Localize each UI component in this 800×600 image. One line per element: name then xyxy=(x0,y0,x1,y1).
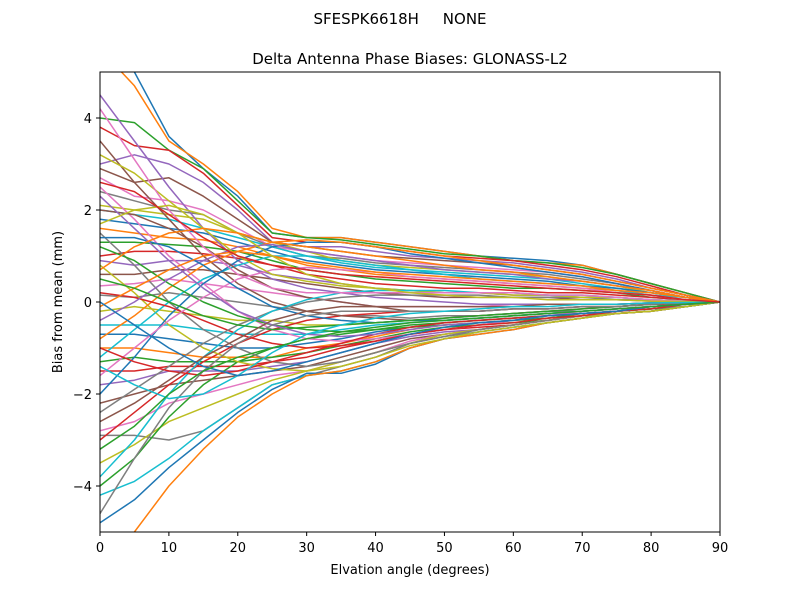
x-tick-label: 60 xyxy=(505,541,522,556)
x-tick-label: 90 xyxy=(712,541,729,556)
series-line-11 xyxy=(100,218,720,303)
x-tick-label: 70 xyxy=(574,541,591,556)
y-tick-label: 0 xyxy=(84,296,92,311)
y-tick-label: 4 xyxy=(84,112,92,127)
series-line-52 xyxy=(100,250,720,308)
x-tick-label: 20 xyxy=(230,541,247,556)
series-line-63 xyxy=(100,301,720,450)
y-tick-label: −4 xyxy=(73,480,92,495)
y-tick-label: 2 xyxy=(84,204,92,219)
series-line-41 xyxy=(100,241,720,395)
y-tick-label: −2 xyxy=(73,388,92,403)
x-axis-ticks: 0 10 20 30 40 50 60 70 80 90 xyxy=(96,532,728,556)
x-tick-label: 0 xyxy=(96,541,104,556)
y-axis-ticks: −4 −2 0 2 4 xyxy=(73,112,100,495)
series-line-3 xyxy=(100,117,720,303)
chart-title: Delta Antenna Phase Biases: GLONASS-L2 xyxy=(252,50,568,68)
x-tick-label: 10 xyxy=(161,541,178,556)
series-line-62 xyxy=(100,227,720,303)
x-tick-label: 30 xyxy=(298,541,315,556)
series-line-64 xyxy=(100,181,720,303)
x-tick-label: 50 xyxy=(436,541,453,556)
x-tick-label: 40 xyxy=(367,541,384,556)
y-axis-label: Bias from mean (mm) xyxy=(51,231,66,373)
figure-suptitle: SFESPK6618H NONE xyxy=(313,10,486,28)
series-layer xyxy=(100,72,720,532)
series-line-60 xyxy=(100,301,720,400)
series-line-14 xyxy=(100,250,720,303)
series-line-39 xyxy=(100,264,720,372)
x-tick-label: 80 xyxy=(643,541,660,556)
plot-background xyxy=(100,72,720,532)
series-line-5 xyxy=(100,154,720,303)
series-line-61 xyxy=(100,301,720,377)
x-axis-label: Elvation angle (degrees) xyxy=(330,563,489,578)
series-line-59 xyxy=(100,204,720,303)
